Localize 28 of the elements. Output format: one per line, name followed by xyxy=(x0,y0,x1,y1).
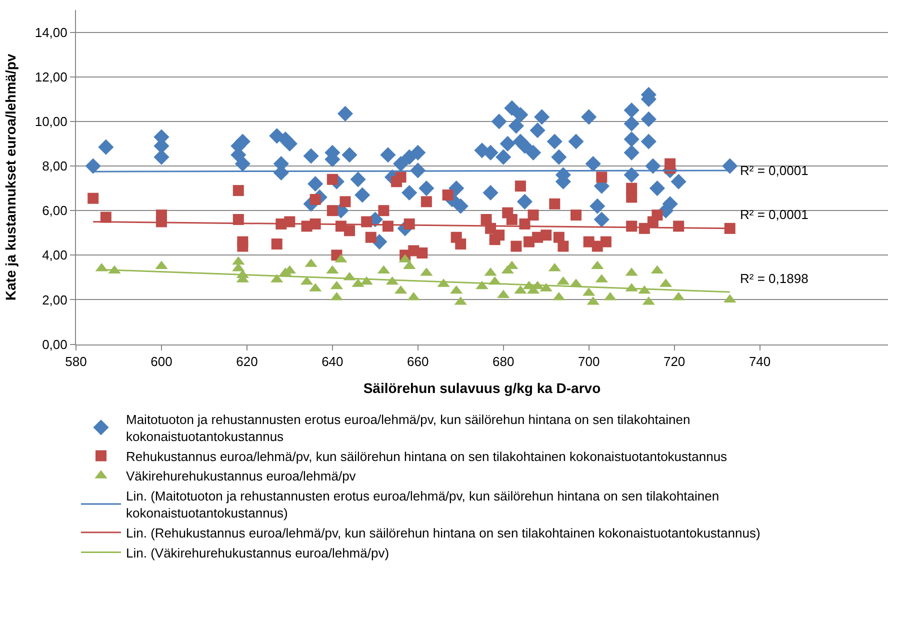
y-tick-label: 4,00 xyxy=(42,248,68,263)
y-tick-label: 8,00 xyxy=(42,158,68,174)
annotation: R² = 0,1898 xyxy=(740,271,808,286)
y-axis-title: Kate ja kustannukset euroa/lehmä/pv xyxy=(2,54,18,300)
x-axis-title: Säilörehun sulavuus g/kg ka D-arvo xyxy=(363,380,601,396)
y-tick-label: 12,00 xyxy=(34,69,68,84)
x-tick-label: 720 xyxy=(663,354,686,369)
legend-label: Lin. (Maitotuoton ja rehustannusten erotus euroa/lehmä/pv, kun säilörehun hintana on sen tilakohtainen kokonaistuotantokustannus) xyxy=(126,488,720,521)
x-tick-label: 640 xyxy=(322,354,344,369)
x-tick-label: 600 xyxy=(150,354,172,369)
annotation: R² = 0,0001 xyxy=(740,207,808,222)
legend-label: Rehukustannus euroa/lehmä/pv, kun säilörehun hintana on sen tilakohtainen kokonaistuotantokustannus xyxy=(126,448,728,464)
y-tick-label: 2,00 xyxy=(42,292,68,308)
x-tick-label: 680 xyxy=(492,354,514,369)
y-tick-label: 6,00 xyxy=(42,203,68,218)
y-tick-label: 10,00 xyxy=(34,114,68,129)
legend-label: Maitotuoton ja rehustannusten erotus euroa/lehmä/pv, kun säilörehun hintana on sen tilakohtainen kokonaistuotantokustannus xyxy=(126,412,690,444)
x-tick-label: 620 xyxy=(236,354,258,369)
x-tick-label: 580 xyxy=(65,354,87,369)
legend-label: Lin. (Rehukustannus euroa/lehmä/pv, kun säilörehun hintana on sen tilakohtainen kokonaistuotantokustannus) xyxy=(126,525,760,540)
legend-label: Väkirehurehukustannus euroa/lehmä/pv xyxy=(126,468,356,484)
y-tick-label: 0,00 xyxy=(42,336,68,352)
x-tick-label: 660 xyxy=(407,354,429,369)
x-tick-label: 740 xyxy=(748,354,771,369)
legend-label: Lin. (Väkirehurehukustannus euroa/lehmä/pv) xyxy=(126,545,390,560)
annotation: R² = 0,0001 xyxy=(740,163,808,178)
y-tick-label: 14,00 xyxy=(34,24,68,40)
x-tick-label: 700 xyxy=(578,354,600,369)
